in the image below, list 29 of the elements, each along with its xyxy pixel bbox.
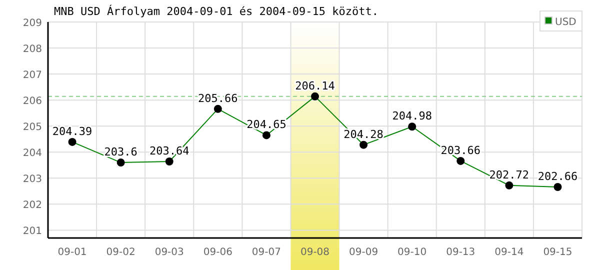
x-tick-label: 09-10 [398, 247, 427, 258]
data-label: 204.39 [52, 124, 92, 138]
x-tick-label: 09-13 [446, 247, 476, 258]
chart-title: MNB USD Árfolyam 2004-09-01 és 2004-09-15 között. [54, 4, 379, 18]
x-tick-label: 09-02 [106, 247, 136, 258]
x-tick-label: 09-14 [494, 247, 524, 258]
y-tick-label: 204 [22, 148, 42, 160]
y-tick-label: 206 [22, 96, 42, 108]
x-tick-label: 09-06 [203, 247, 232, 258]
y-tick-label: 205 [22, 122, 42, 134]
data-label: 202.72 [489, 168, 530, 182]
y-tick-label: 203 [22, 174, 42, 186]
legend-label: USD [555, 17, 577, 28]
y-tick-label: 207 [22, 70, 42, 82]
y-tick-label: 202 [22, 200, 42, 212]
y-tick-label: 208 [22, 44, 42, 56]
data-label: 203.6 [104, 146, 138, 159]
data-label: 205.66 [198, 92, 238, 105]
x-tick-label: 09-01 [58, 247, 87, 258]
data-label: 206.14 [295, 79, 336, 92]
y-tick-label: 209 [22, 18, 42, 29]
x-tick-label: 09-07 [252, 247, 281, 258]
y-tick-label: 201 [22, 226, 42, 238]
data-label: 202.66 [538, 170, 578, 183]
data-label: 204.98 [392, 110, 432, 123]
x-tick-label: 09-09 [349, 247, 378, 258]
x-tick-label: 09-15 [543, 247, 572, 258]
x-tick-label: 09-03 [154, 247, 184, 258]
x-tick-label: 09-08 [300, 247, 330, 258]
